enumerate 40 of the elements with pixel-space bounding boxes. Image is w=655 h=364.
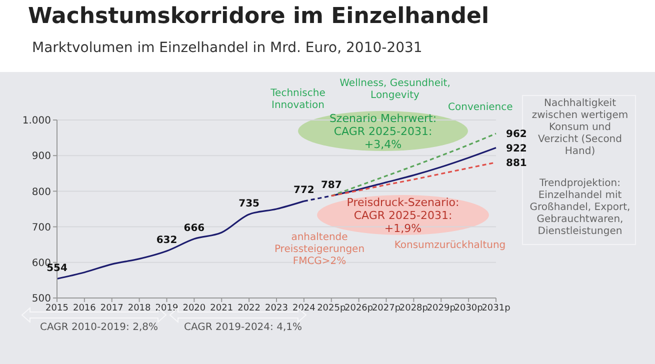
data-label: 922 <box>506 143 527 154</box>
data-label: 962 <box>506 129 527 140</box>
x-tick-label: 2028p <box>399 303 428 314</box>
data-label: 666 <box>184 222 205 234</box>
text: CAGR 2010-2019: 2,8% <box>40 322 159 334</box>
data-label: 735 <box>238 198 260 210</box>
text: Wellness, Gesundheit, Longevity <box>338 78 452 102</box>
x-tick-label: 2015 <box>46 303 68 314</box>
data-label: 881 <box>506 158 527 169</box>
text: Convenience <box>448 102 513 114</box>
y-tick-label: 900 <box>32 151 51 162</box>
x-tick-label: 2029p <box>426 303 456 314</box>
chart-title: Wachstumskorridore im Einzelhandel <box>28 4 490 29</box>
x-tick-label: 2017 <box>100 303 124 314</box>
x-tick-label: 2027p <box>372 303 401 314</box>
annotation: Konsumzurückhaltung <box>393 240 507 252</box>
x-tick-label: 2018 <box>128 303 152 314</box>
annotation: Szenario Mehrwert: CAGR 2025-2031: +3,4% <box>328 112 438 152</box>
text: CAGR 2019-2024: 4,1% <box>184 322 303 334</box>
chart-subtitle: Marktvolumen im Einzelhandel in Mrd. Euro, 2010-2031 <box>32 40 422 56</box>
x-tick-label: 2022 <box>238 303 261 314</box>
x-tick-label: 2031p <box>482 303 511 314</box>
x-tick-label: 2026p <box>344 303 374 314</box>
y-tick-label: 700 <box>32 222 51 234</box>
y-tick-label: 500 <box>32 294 51 305</box>
data-label: 787 <box>320 180 342 191</box>
text: Trendprojektion: Einzelhandel mit Großhandel, Export, Gebrauchtwaren, Dienstleistungen <box>528 178 632 238</box>
x-tick-label: 2024 <box>292 303 316 314</box>
y-tick-label: 1.000 <box>22 116 51 127</box>
text: Technische Innovation <box>270 88 326 112</box>
x-tick-label: 2023 <box>265 303 288 314</box>
data-label: 632 <box>156 235 178 246</box>
x-tick-label: 2025p <box>317 303 346 314</box>
x-tick-label: 2030p <box>454 303 484 314</box>
y-tick-label: 800 <box>32 186 51 198</box>
x-tick-label: 2016 <box>72 303 96 314</box>
x-tick-label: 2021 <box>210 303 234 314</box>
x-tick-label: 2020 <box>182 303 206 314</box>
data-label: 772 <box>294 185 314 196</box>
text: Nachhaltigkeit zwischen wertigem Konsum und Verzicht (Second Hand) <box>530 98 630 158</box>
